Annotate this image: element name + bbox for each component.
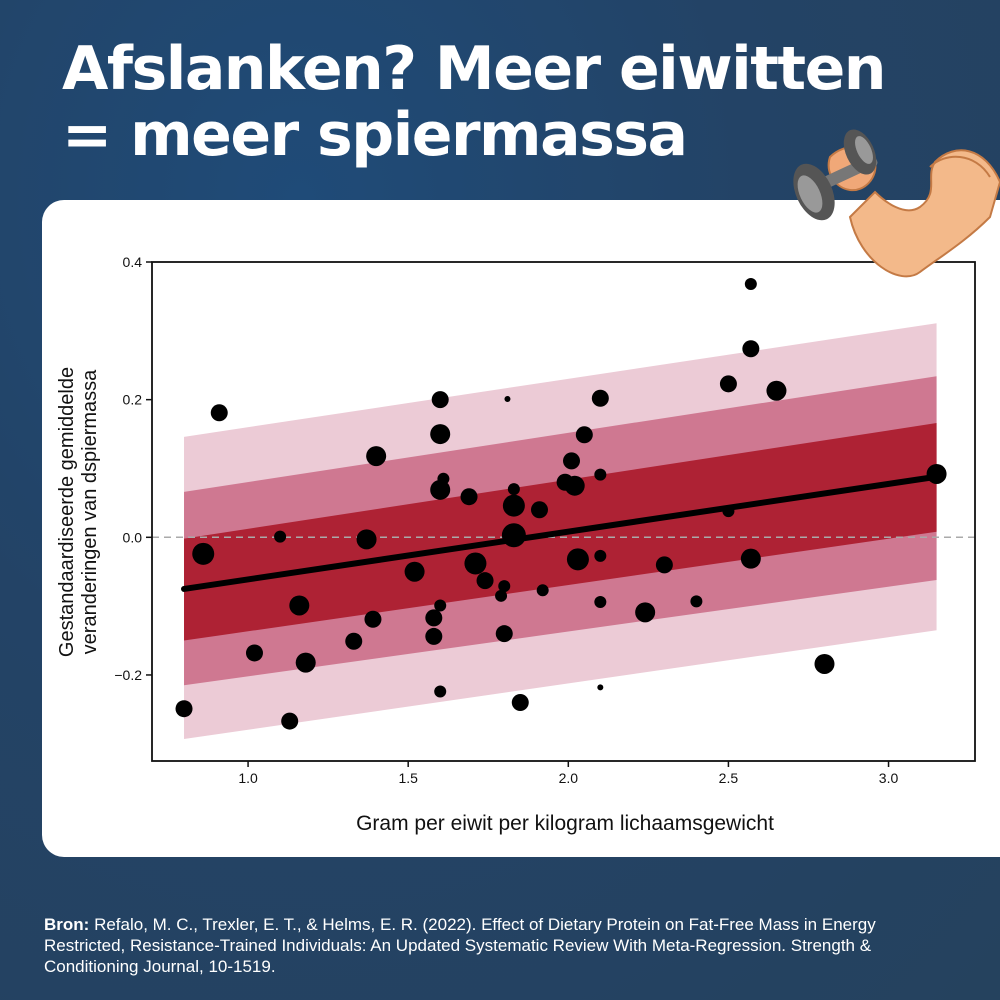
data-point <box>536 584 549 597</box>
x-tick-label: 3.0 <box>879 770 899 786</box>
data-point <box>498 580 511 593</box>
x-axis-label: Gram per eiwit per kilogram lichaamsgewi… <box>356 812 774 835</box>
data-point <box>594 549 607 562</box>
regression-line <box>181 473 940 592</box>
data-point <box>719 375 737 393</box>
data-point <box>742 340 760 358</box>
data-point <box>926 463 947 484</box>
data-point <box>366 446 387 467</box>
y-axis-label-line-2: veranderingen van dspiermassa <box>79 369 101 655</box>
data-point <box>425 609 443 627</box>
data-point <box>430 479 451 500</box>
data-point <box>744 278 757 291</box>
data-point <box>476 572 494 590</box>
x-tick-label: 2.5 <box>719 770 739 786</box>
data-point <box>192 542 215 565</box>
x-tick-label: 1.0 <box>238 770 258 786</box>
data-point <box>295 652 316 673</box>
data-point <box>175 700 193 718</box>
data-point <box>464 552 487 575</box>
data-point <box>814 653 835 674</box>
source-citation: Bron: Refalo, M. C., Trexler, E. T., & H… <box>44 914 944 977</box>
y-axis-label: Gestandaardiseerde gemiddelde veranderin… <box>56 282 102 742</box>
data-point <box>356 529 377 550</box>
y-tick-label: 0.2 <box>123 392 143 408</box>
y-axis-label-line-1: Gestandaardiseerde gemiddelde <box>56 366 78 658</box>
data-point <box>460 488 478 506</box>
data-point <box>345 632 363 650</box>
x-tick-label: 2.0 <box>559 770 579 786</box>
y-tick-label: 0.0 <box>123 529 143 545</box>
title-line-2: = meer spiermassa <box>62 100 688 170</box>
data-point <box>530 501 548 519</box>
data-point <box>281 712 299 730</box>
page-title: Afslanken? Meer eiwitten = meer spiermas… <box>62 36 942 168</box>
data-point <box>594 468 607 481</box>
data-point <box>563 452 581 470</box>
data-point <box>594 596 607 609</box>
data-point <box>722 505 735 518</box>
data-point <box>364 610 382 628</box>
data-point <box>430 424 451 445</box>
data-point <box>431 391 449 409</box>
data-point <box>511 693 529 711</box>
y-tick-label: 0.4 <box>123 254 143 270</box>
data-point <box>507 483 520 496</box>
data-point <box>566 548 589 571</box>
data-point <box>437 472 450 485</box>
data-point <box>245 644 263 662</box>
plot-frame <box>151 261 976 762</box>
data-point <box>504 395 511 402</box>
y-tick-label: −0.2 <box>114 667 142 683</box>
data-point <box>655 556 673 574</box>
source-text: Refalo, M. C., Trexler, E. T., & Helms, … <box>44 915 876 976</box>
data-point <box>289 595 310 616</box>
data-point <box>502 494 525 517</box>
x-tick-label: 1.5 <box>398 770 418 786</box>
data-point <box>740 548 761 569</box>
data-point <box>690 595 703 608</box>
data-point <box>425 627 443 645</box>
title-line-1: Afslanken? Meer eiwitten <box>62 34 887 104</box>
data-point <box>495 589 508 602</box>
data-point <box>404 561 425 582</box>
data-point <box>210 404 228 422</box>
data-point <box>591 389 609 407</box>
data-point <box>564 475 585 496</box>
data-point <box>766 380 787 401</box>
data-point <box>434 599 447 612</box>
data-point <box>274 530 287 543</box>
data-point <box>575 426 593 444</box>
data-point <box>635 602 656 623</box>
data-point <box>597 684 604 691</box>
data-point <box>501 523 526 548</box>
data-point <box>434 685 447 698</box>
data-point <box>495 625 513 643</box>
flexed-arm-with-dumbbell-icon <box>793 129 1000 278</box>
source-label: Bron: <box>44 915 90 934</box>
